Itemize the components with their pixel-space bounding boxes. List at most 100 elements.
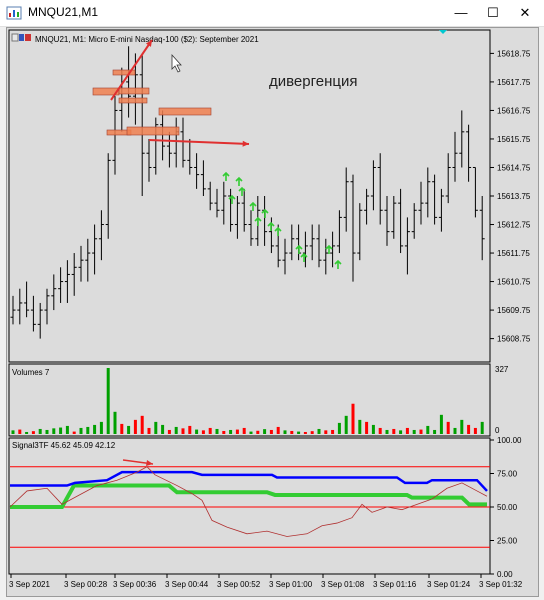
trend-arrow-head — [145, 40, 152, 47]
ohlc-bar — [30, 295, 36, 332]
price-tick-label: 15609.75 — [497, 306, 531, 315]
buy-signal-arrow-icon — [238, 186, 246, 196]
signal-blue-line — [10, 470, 488, 492]
volume-bar — [120, 423, 124, 434]
buy-signal-arrow-icon — [295, 244, 303, 254]
volume-bar — [412, 429, 416, 434]
price-tick-label: 15618.75 — [497, 49, 531, 58]
ohlc-bar — [126, 46, 132, 118]
supply-zone-box — [118, 87, 150, 95]
ohlc-bar — [316, 224, 322, 268]
volume-bar — [79, 427, 83, 434]
time-axis-label: 3 Sep 2021 — [9, 580, 50, 589]
volume-bar — [113, 411, 117, 434]
volume-bar — [229, 429, 233, 434]
chart-window[interactable]: MNQU21, M1: Micro E-mini Nasdaq-100 ($2)… — [6, 27, 539, 597]
shift-marker-icon[interactable] — [439, 30, 447, 34]
volume-bar — [433, 429, 437, 434]
volume-bar — [18, 429, 22, 434]
signal-divergence-arrow-head — [146, 460, 153, 466]
ohlc-bar — [452, 131, 458, 182]
window-titlebar[interactable]: MNQU21,M1 — ☐ ✕ — [0, 0, 544, 27]
ohlc-bar — [207, 181, 213, 211]
time-axis-label: 3 Sep 01:24 — [427, 580, 471, 589]
volume-bar — [385, 429, 389, 434]
volume-bar — [11, 430, 15, 434]
price-tick-label: 15608.75 — [497, 335, 531, 344]
ohlc-bar — [105, 153, 111, 239]
minimize-button[interactable]: — — [454, 5, 468, 20]
ohlc-bar — [78, 245, 84, 282]
volume-bar — [181, 428, 185, 434]
ohlc-bar — [10, 295, 16, 325]
volume-bar — [167, 429, 171, 434]
volume-bar — [127, 425, 131, 434]
ohlc-bar — [160, 110, 166, 161]
maximize-button[interactable]: ☐ — [487, 5, 499, 20]
volume-bar — [99, 421, 103, 434]
ohlc-bar — [37, 302, 43, 339]
time-axis-label: 3 Sep 01:00 — [269, 580, 313, 589]
volume-bar — [269, 429, 273, 434]
volume-bar — [419, 429, 423, 434]
ohlc-bar — [398, 188, 404, 254]
volume-bar — [154, 421, 158, 434]
ohlc-bar — [350, 174, 356, 282]
ohlc-bar — [200, 160, 206, 196]
ohlc-bar — [466, 124, 472, 182]
time-axis-label: 3 Sep 00:36 — [113, 580, 157, 589]
volume-pane-frame — [8, 363, 491, 437]
ohlc-bar — [357, 203, 363, 261]
ohlc-bar — [323, 238, 329, 275]
ohlc-bar — [234, 196, 240, 239]
supply-zone-box — [112, 69, 136, 76]
price-tick-label: 15610.75 — [497, 278, 531, 287]
volume-bar — [399, 430, 403, 434]
trend-arrow-head — [242, 140, 249, 147]
volume-bar — [467, 424, 471, 434]
signal-tick-label: 0.00 — [497, 570, 513, 579]
volume-bar — [324, 430, 328, 434]
volume-bar — [439, 414, 443, 434]
price-tick-label: 15616.75 — [497, 106, 531, 115]
ohlc-bar — [262, 196, 268, 246]
chart-canvas[interactable]: MNQU21, M1: Micro E-mini Nasdaq-100 ($2)… — [7, 28, 540, 598]
ohlc-bar — [241, 188, 247, 232]
ohlc-bar — [309, 224, 315, 261]
volume-bar — [201, 430, 205, 434]
ohlc-bar — [214, 188, 220, 218]
volume-bar — [195, 429, 199, 434]
volume-bar — [208, 427, 212, 434]
close-button[interactable]: ✕ — [519, 5, 531, 20]
ohlc-bar — [459, 110, 465, 168]
ohlc-bar — [24, 281, 30, 318]
volume-bar — [106, 368, 110, 434]
volume-tick-zero: 0 — [495, 426, 500, 435]
signal-tick-label: 75.00 — [497, 470, 518, 479]
chart-mini-icon-red — [25, 34, 31, 41]
volume-bar — [52, 428, 56, 434]
volume-bar — [351, 403, 355, 434]
ohlc-bar — [438, 188, 444, 232]
buy-signal-arrow-icon — [254, 216, 262, 226]
volume-bar — [337, 422, 341, 434]
time-axis-label: 3 Sep 01:16 — [373, 580, 417, 589]
ohlc-bar — [173, 117, 179, 168]
buy-signal-arrow-icon — [274, 226, 282, 236]
ohlc-bar — [98, 210, 104, 261]
supply-zone-box — [126, 126, 180, 136]
ohlc-bar — [336, 210, 342, 254]
ohlc-bar — [289, 224, 295, 261]
price-tick-label: 15611.75 — [497, 249, 530, 258]
ohlc-bar — [425, 167, 431, 218]
ohlc-bar — [71, 253, 77, 296]
chart-mini-icon — [11, 33, 19, 42]
ohlc-bar — [418, 181, 424, 225]
ohlc-bar — [364, 188, 370, 225]
buy-signal-arrow-icon — [261, 208, 269, 218]
signal-pane-frame — [8, 437, 491, 575]
volume-bar — [188, 425, 192, 434]
window-title: MNQU21,M1 — [28, 5, 99, 19]
buy-signal-arrow-icon — [300, 252, 308, 262]
time-axis-label: 3 Sep 00:52 — [217, 580, 261, 589]
